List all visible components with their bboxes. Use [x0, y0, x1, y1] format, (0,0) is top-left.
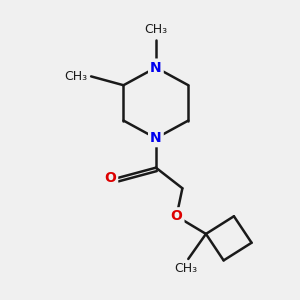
Text: CH₃: CH₃ [144, 23, 167, 36]
Text: N: N [150, 131, 162, 145]
Text: O: O [104, 171, 116, 185]
Text: N: N [150, 61, 162, 75]
Text: CH₃: CH₃ [174, 262, 197, 275]
Text: O: O [171, 209, 182, 223]
Text: CH₃: CH₃ [64, 70, 88, 83]
